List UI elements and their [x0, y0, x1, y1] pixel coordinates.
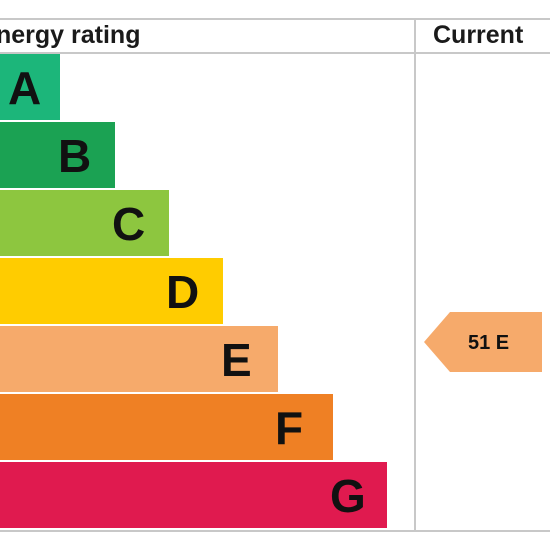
current-rating-label: 51 E — [468, 332, 510, 354]
current-header: Current — [433, 21, 524, 49]
rating-band-c — [0, 190, 169, 256]
rating-band-f — [0, 394, 333, 460]
rating-band-letter-e: E — [221, 334, 252, 386]
table-top-border — [0, 18, 550, 20]
table-bottom-border — [0, 530, 550, 532]
rating-band-letter-c: C — [112, 198, 146, 250]
rating-band-letter-b: B — [58, 130, 92, 182]
energy-rating-header: nergy rating — [0, 21, 141, 49]
rating-band-e — [0, 326, 278, 392]
rating-band-letter-f: F — [275, 402, 304, 454]
column-divider — [414, 18, 416, 532]
current-rating-arrow-shape — [424, 312, 542, 372]
rating-band-b — [0, 122, 115, 188]
current-rating-arrow — [424, 312, 542, 372]
rating-band-letter-d: D — [166, 266, 200, 318]
header-bottom-border — [0, 52, 550, 54]
rating-band-letter-g: G — [330, 470, 366, 522]
rating-band-letter-a: A — [8, 62, 42, 114]
rating-band-a — [0, 54, 60, 120]
rating-band-g — [0, 462, 387, 528]
rating-band-d — [0, 258, 223, 324]
